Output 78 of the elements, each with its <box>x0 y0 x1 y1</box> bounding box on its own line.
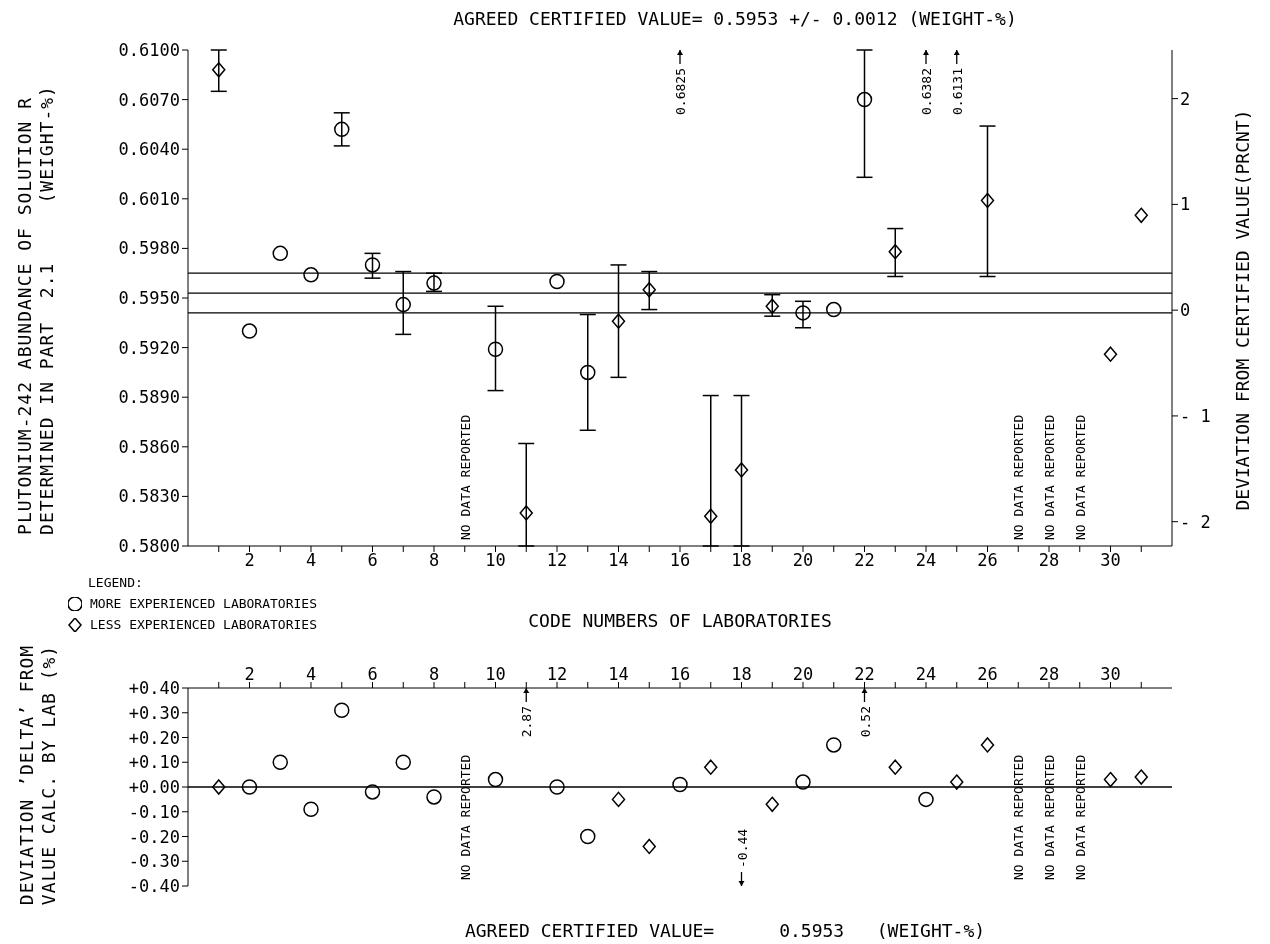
y-tick-label: 0.6010 <box>118 188 180 209</box>
annotation: NO DATA REPORTED <box>1042 414 1057 540</box>
legend-title: LEGEND: <box>87 574 144 592</box>
y-tick-label: 0.5920 <box>118 337 180 358</box>
annotation: 0.6825 <box>673 68 688 115</box>
y-tick-label: -0.10 <box>128 801 180 822</box>
x-tick-label: 8 <box>428 664 440 684</box>
y-tick-label: 0.5800 <box>118 536 180 557</box>
x-tick-label: 10 <box>485 550 506 571</box>
x-tick-label: 8 <box>428 550 440 571</box>
y-tick-label: -0.30 <box>128 851 180 872</box>
x-tick-label: 28 <box>1038 550 1060 571</box>
annotation: 0.6131 <box>949 68 965 115</box>
x-tick-label: 30 <box>1100 664 1121 684</box>
y-tick-label: +0.20 <box>128 727 180 748</box>
annotation: 0.52 <box>857 706 873 738</box>
y-axis-title: PLUTONIUM-242 ABUNDANCE OF SOLUTION R DETERMINED IN PART 2.1 (WEIGHT-%) <box>14 85 58 535</box>
annotation: NO DATA REPORTED <box>1072 414 1088 540</box>
y-tick-label: +0.40 <box>128 678 180 699</box>
y-tick-label: +0.30 <box>128 702 180 723</box>
chart-title: AGREED CERTIFIED VALUE= 0.5953 +/- 0.0012 (WEIGHT-%) <box>452 8 1018 31</box>
annotation: NO DATA REPORTED <box>1011 754 1027 880</box>
y-tick-label: 0.5890 <box>118 387 180 408</box>
y2-tick-label: - 2 <box>1180 511 1211 532</box>
x-tick-label: 10 <box>485 664 506 684</box>
x-tick-label: 6 <box>367 664 378 684</box>
y2-axis-title: DEVIATION FROM CERTIFIED VALUE(PRCNT) <box>1231 109 1253 511</box>
y2-tick-label: 1 <box>1180 194 1191 215</box>
legend-label: MORE EXPERIENCED LABORATORIES <box>90 595 317 613</box>
y-tick-label: 0.5830 <box>118 486 180 507</box>
y2-tick-label: 2 <box>1180 88 1191 109</box>
x-axis-title: CODE NUMBERS OF LABORATORIES <box>528 610 832 631</box>
y-tick-label: 0.6070 <box>118 89 180 110</box>
x-tick-label: 26 <box>977 550 998 571</box>
annotation: NO DATA REPORTED <box>1011 414 1027 540</box>
x-tick-label: 14 <box>608 664 629 684</box>
y-tick-label: 0.5980 <box>118 238 180 259</box>
x-tick-label: 14 <box>608 550 629 571</box>
x-tick-label: 12 <box>546 664 568 684</box>
x-tick-label: 2 <box>244 664 255 684</box>
x-tick-label: 26 <box>977 664 998 684</box>
y-axis-title: DEVIATION ’DELTA’ FROM VALUE CALC. BY LAB (%) <box>16 644 60 906</box>
y-tick-label: -0.20 <box>128 826 180 847</box>
y-tick-label: -0.40 <box>128 876 180 897</box>
x-tick-label: 20 <box>792 550 814 571</box>
x-tick-label: 12 <box>546 550 568 571</box>
x-tick-label: 16 <box>669 550 691 571</box>
x-tick-label: 22 <box>854 664 875 684</box>
x-tick-label: 4 <box>305 550 317 571</box>
y-tick-label: 0.6040 <box>118 139 180 160</box>
x-tick-label: 18 <box>731 550 752 571</box>
x-tick-label: 18 <box>731 664 752 684</box>
x-tick-label: 24 <box>915 550 937 571</box>
x-tick-label: 6 <box>367 550 378 571</box>
x-tick-label: 4 <box>305 664 317 684</box>
annotation: NO DATA REPORTED <box>1042 754 1057 880</box>
annotation: 0.6382 <box>919 68 934 115</box>
x-tick-label: 30 <box>1100 550 1121 571</box>
x-tick-label: 2 <box>244 550 255 571</box>
x-tick-label: 24 <box>915 664 937 684</box>
text: AGREED CERTIFIED VALUE= 0.5953 (WEIGHT-%) <box>463 920 987 941</box>
y2-tick-label: 0 <box>1180 300 1191 321</box>
annotation: NO DATA REPORTED <box>1072 754 1088 880</box>
x-tick-label: 22 <box>854 550 875 571</box>
y-tick-label: +0.00 <box>128 777 180 798</box>
y-tick-label: 0.5860 <box>118 436 180 457</box>
annotation: NO DATA REPORTED <box>457 754 473 880</box>
annotation: NO DATA REPORTED <box>457 414 473 540</box>
y-tick-label: 0.5950 <box>118 288 180 309</box>
x-tick-label: 28 <box>1038 664 1060 684</box>
x-tick-label: 20 <box>792 664 814 684</box>
x-tick-label: 16 <box>669 664 691 684</box>
y-tick-label: 0.6100 <box>118 40 180 61</box>
annotation: 2.87 <box>519 706 535 738</box>
y2-tick-label: - 1 <box>1180 405 1211 426</box>
annotation: -0.44 <box>734 828 750 868</box>
y-tick-label: +0.10 <box>128 752 180 773</box>
legend-label: LESS EXPERIENCED LABORATORIES <box>90 616 317 634</box>
